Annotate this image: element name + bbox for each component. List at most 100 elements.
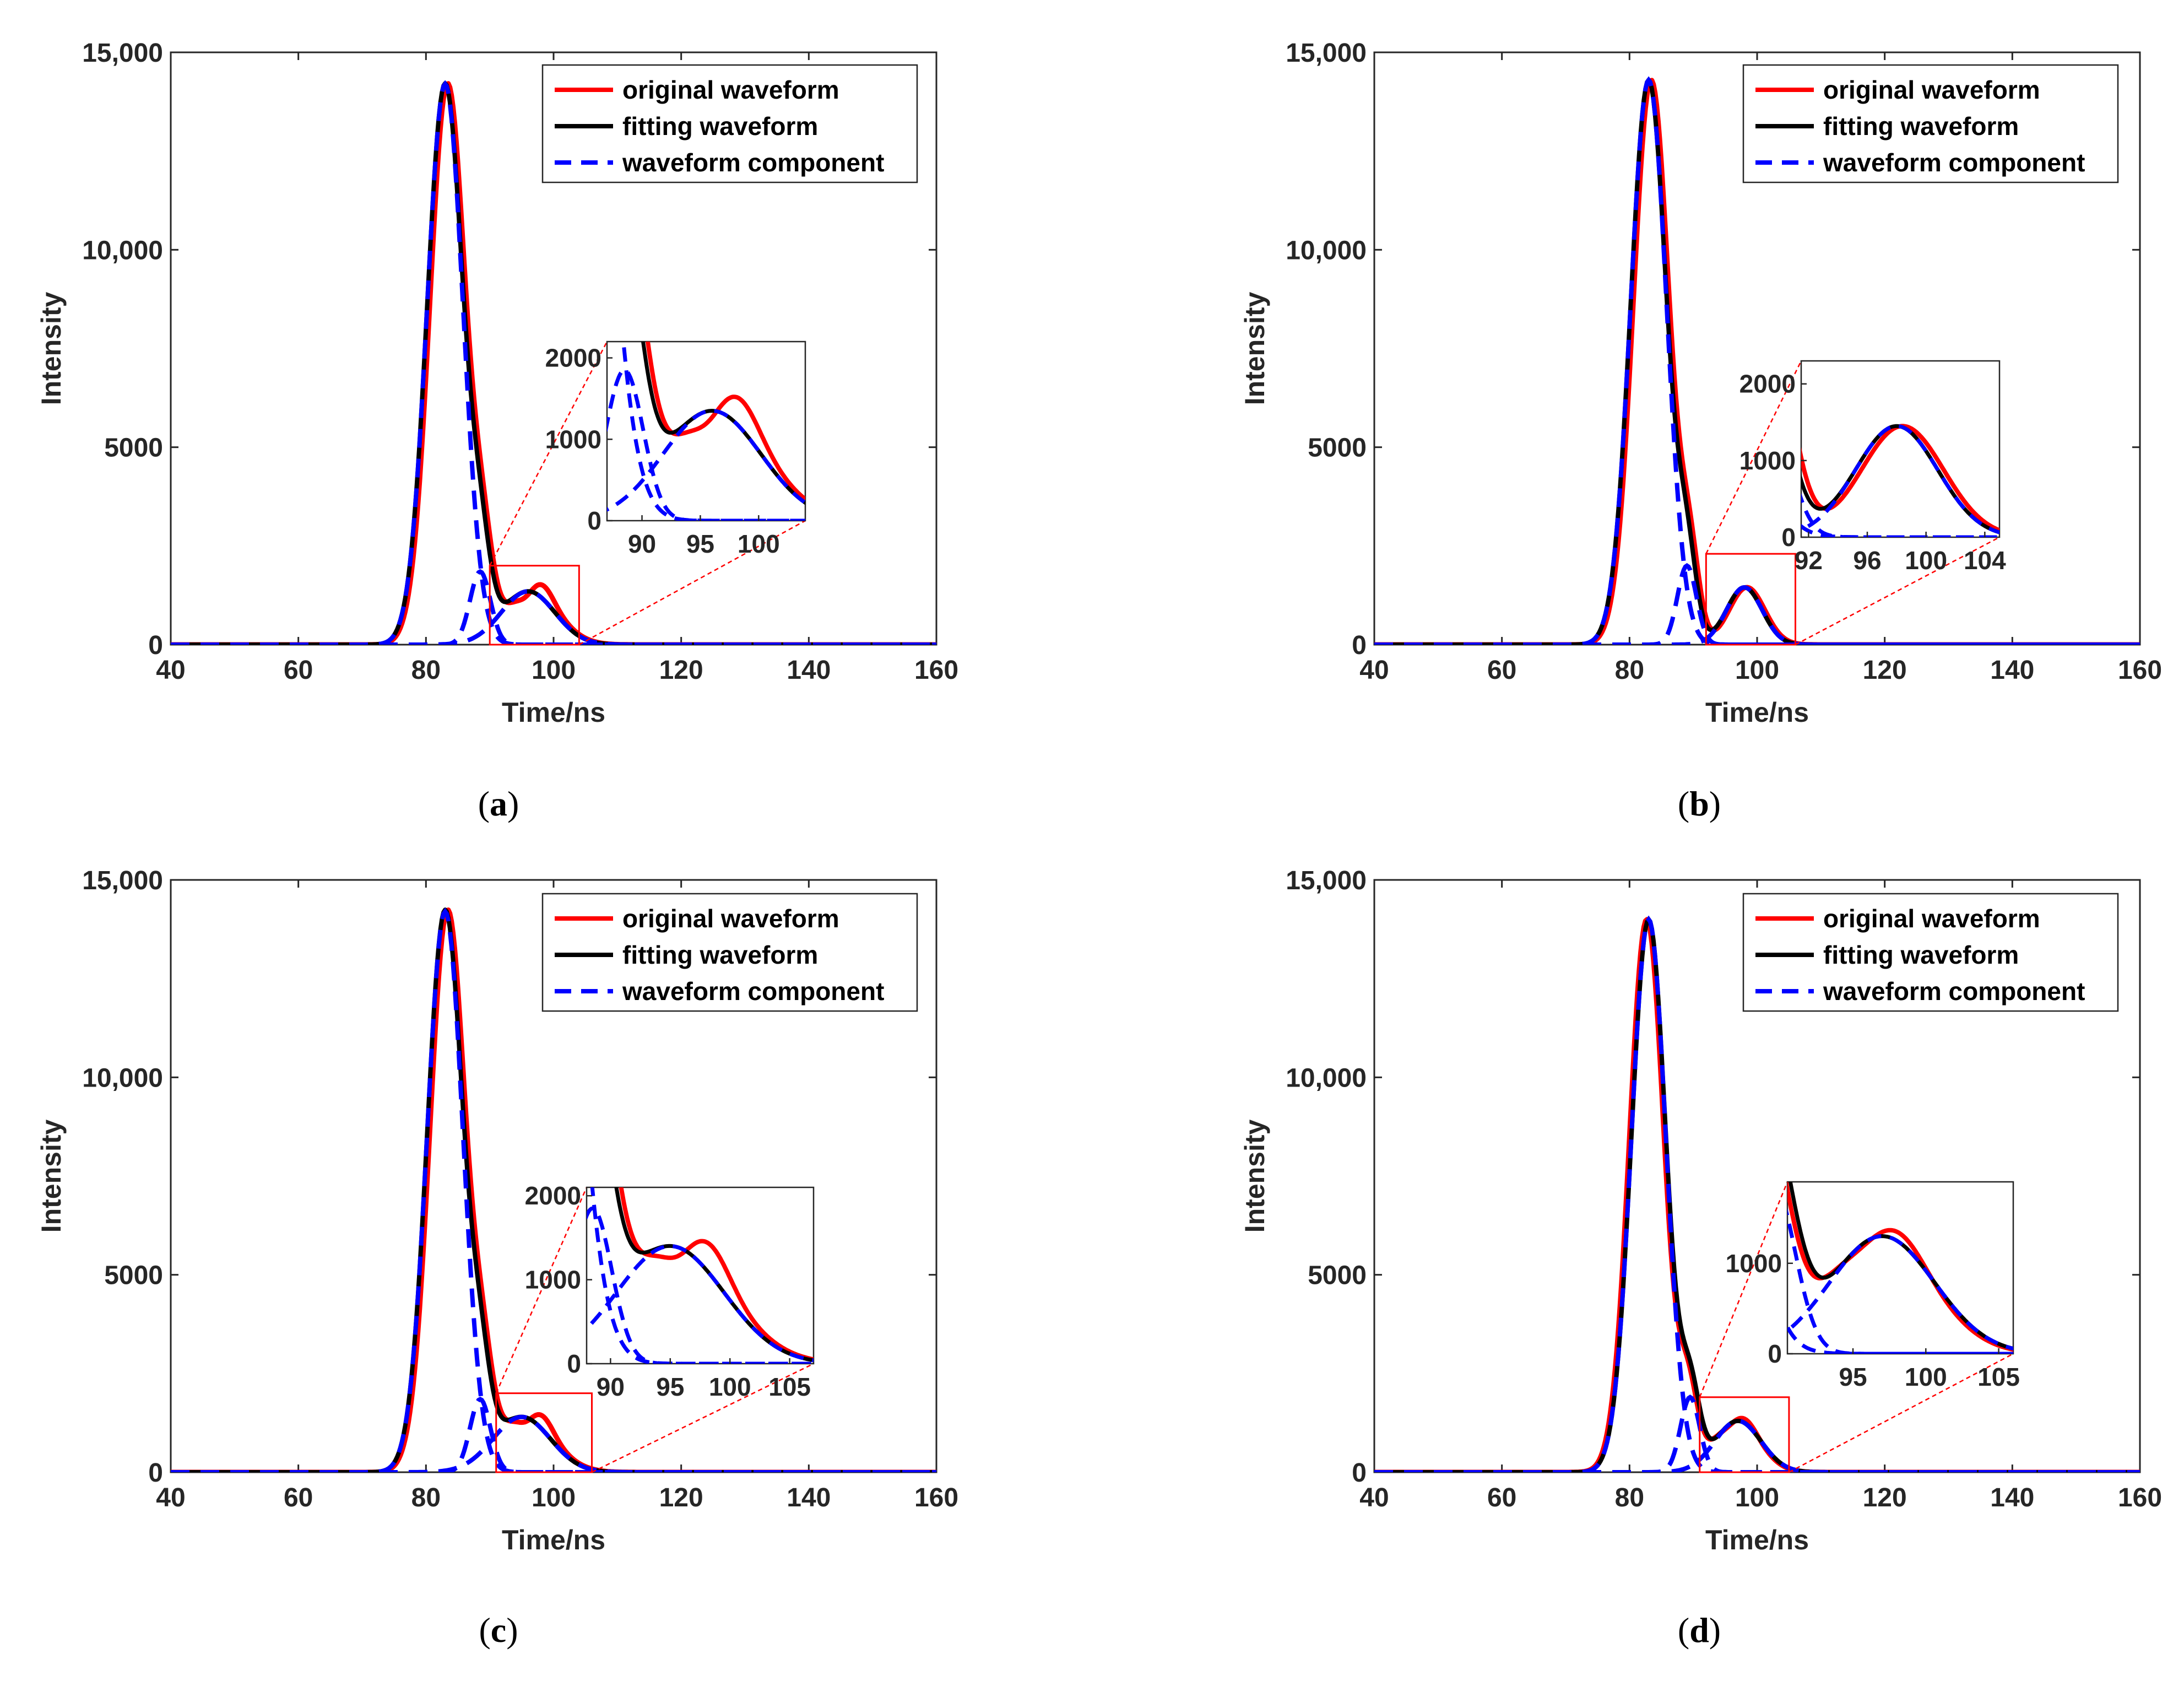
inset-box [586, 1186, 815, 1365]
inset-plot-area [1787, 1182, 2013, 1354]
x-tick-label: 60 [1487, 1483, 1516, 1512]
x-tick-label: 160 [2118, 656, 2162, 685]
legend-entry-1: original waveform [1823, 904, 2040, 933]
zoom-connector-line [489, 341, 608, 566]
x-tick-label: 140 [1990, 656, 2034, 685]
zoom-connector-line [1705, 360, 1802, 554]
y-tick-label: 5000 [104, 1261, 163, 1290]
x-tick-label: 160 [914, 1483, 958, 1512]
y-tick-label: 10,000 [82, 1063, 163, 1093]
inset-waveform-component-3 [1801, 424, 1999, 534]
x-tick-label: 60 [284, 1483, 313, 1512]
panel-letter: a [490, 784, 507, 823]
plot-area [1374, 76, 2140, 645]
inset-plot-area [607, 342, 805, 521]
x-tick-label: 100 [1735, 1483, 1779, 1512]
inset-y-tick-label: 2000 [545, 344, 601, 372]
x-axis-label: Time/ns [502, 697, 605, 728]
inset-original-waveform-line [645, 342, 805, 502]
y-tick-label: 5000 [104, 434, 163, 463]
panel-letter: c [491, 1611, 506, 1650]
legend-entry-3: waveform component [1823, 148, 2085, 177]
panel-caption: (b) [1678, 784, 1721, 823]
y-tick-label: 0 [148, 631, 163, 660]
zoom-inset: 92 96 100 104 0 1000 2000 [1739, 360, 2006, 575]
inset-x-tick-label: 92 [1795, 546, 1823, 575]
legend: original waveform fitting waveform wavefor… [541, 64, 918, 183]
chart-panel-b: 40 60 80 100 120 140 160 0 5000 10,000 15,000 Time/… [1239, 39, 2162, 823]
zoom-inset: 90 95 100 105 0 1000 2000 [525, 1181, 815, 1401]
inset-plot-area [587, 1187, 814, 1364]
legend-entry-1: original waveform [622, 75, 839, 104]
inset-x-tick-label: 90 [628, 529, 656, 558]
x-tick-label: 140 [787, 656, 831, 685]
legend-entry-3: waveform component [622, 977, 884, 1006]
y-axis-label: Intensity [1239, 292, 1270, 406]
x-tick-label: 80 [411, 656, 441, 685]
panel-caption: (a) [478, 784, 519, 823]
inset-waveform-component-3 [1787, 1234, 2013, 1351]
zoom-connector-line [591, 1363, 814, 1473]
legend-entry-2: fitting waveform [1823, 941, 2019, 969]
legend-box [541, 64, 918, 183]
y-tick-label: 0 [148, 1458, 163, 1488]
inset-y-tick-label: 1000 [545, 425, 601, 453]
legend: original waveform fitting waveform wavefor… [541, 893, 918, 1012]
original-waveform-line [171, 81, 936, 645]
y-tick-label: 15,000 [1286, 39, 1367, 68]
original-waveform-line [171, 907, 936, 1472]
legend-entry-2: fitting waveform [622, 112, 818, 140]
zoom-region-box [1705, 553, 1796, 646]
x-tick-label: 100 [1735, 656, 1779, 685]
inset-waveform-component-1 [1787, 1322, 2013, 1354]
inset-y-tick-label: 2000 [525, 1181, 581, 1210]
panel-letter: d [1689, 1611, 1709, 1650]
inset-y-tick-label: 0 [567, 1349, 581, 1378]
inset-y-tick-label: 2000 [1739, 370, 1796, 398]
inset-y-tick-label: 1000 [525, 1266, 581, 1294]
x-tick-label: 120 [659, 656, 703, 685]
x-axis-label: Time/ns [1705, 697, 1809, 728]
legend-entry-1: original waveform [622, 904, 839, 933]
x-tick-label: 80 [1615, 656, 1644, 685]
zoom-region-box [495, 1392, 593, 1473]
inset-y-tick-label: 1000 [1739, 446, 1796, 475]
y-axis-label: Intensity [36, 1120, 67, 1233]
inset-x-tick-label: 90 [597, 1372, 625, 1401]
fitting-waveform-line [171, 81, 936, 645]
zoom-connector-line [495, 1187, 588, 1394]
y-axis-label: Intensity [36, 292, 67, 406]
zoom-inset: 95 100 105 0 1000 [1726, 1181, 2020, 1391]
inset-x-tick-label: 100 [709, 1372, 751, 1401]
inset-waveform-component-1 [590, 1187, 814, 1364]
y-tick-label: 10,000 [1286, 1063, 1367, 1093]
x-tick-label: 60 [1487, 656, 1516, 685]
inset-x-tick-label: 95 [1839, 1363, 1867, 1391]
y-tick-label: 10,000 [1286, 236, 1367, 265]
zoom-connector-line [1699, 1181, 1789, 1398]
x-tick-label: 120 [1863, 1483, 1907, 1512]
y-tick-label: 5000 [1308, 1261, 1367, 1290]
x-tick-label: 60 [284, 656, 313, 685]
x-tick-label: 160 [2118, 1483, 2162, 1512]
legend-box [1742, 893, 2119, 1012]
legend-entry-2: fitting waveform [1823, 112, 2019, 140]
y-tick-label: 0 [1352, 1458, 1367, 1488]
fitting-waveform-line [171, 907, 936, 1472]
x-tick-label: 120 [659, 1483, 703, 1512]
inset-y-tick-label: 1000 [1726, 1249, 1782, 1278]
x-tick-label: 100 [532, 656, 576, 685]
plot-area [1374, 915, 2140, 1472]
y-tick-label: 15,000 [82, 39, 163, 68]
inset-x-tick-label: 100 [1905, 1363, 1947, 1391]
zoom-connector-line [1789, 1353, 2014, 1473]
legend-entry-3: waveform component [622, 148, 884, 177]
inset-x-tick-label: 105 [768, 1372, 811, 1401]
plot-area [171, 80, 936, 645]
x-tick-label: 160 [914, 656, 958, 685]
inset-plot-area [1801, 424, 1999, 537]
waveform-component-3 [1374, 585, 2140, 645]
inset-x-tick-label: 104 [1964, 546, 2006, 575]
inset-original-waveform-line [1787, 1182, 2013, 1352]
